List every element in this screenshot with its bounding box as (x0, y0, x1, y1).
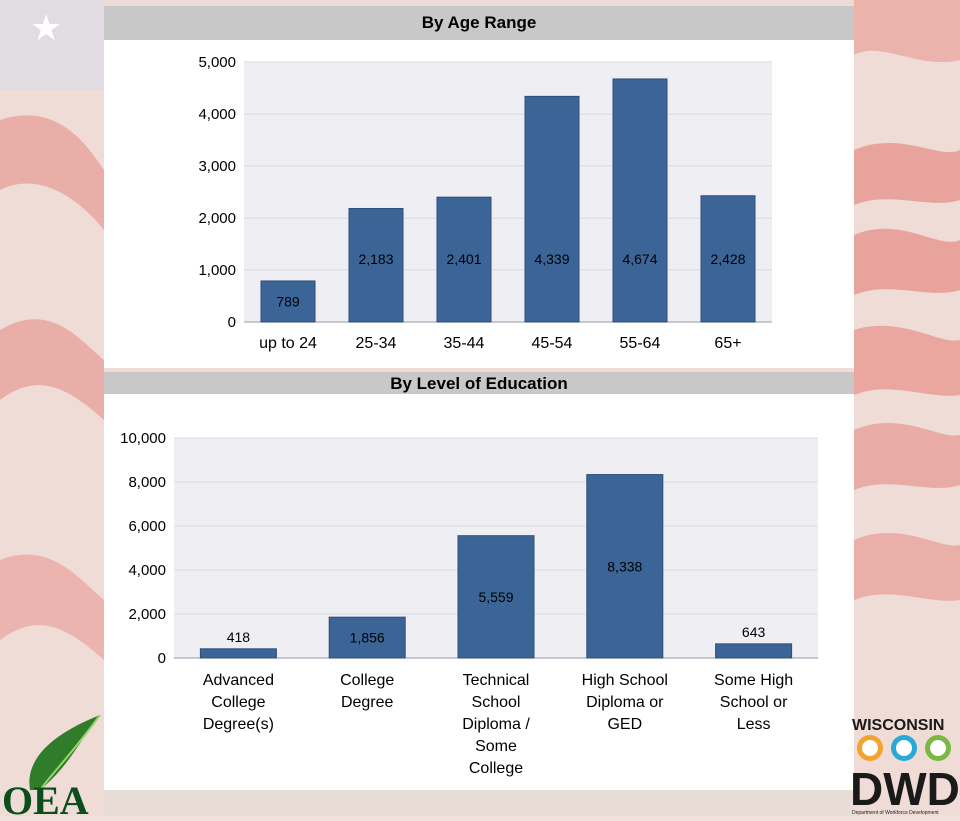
svg-text:★: ★ (30, 8, 62, 49)
x-category-label: Degree (341, 694, 394, 711)
education-chart-title: By Level of Education (104, 372, 854, 394)
y-tick-label: 6,000 (128, 518, 166, 535)
bar-value-label: 4,674 (622, 251, 657, 267)
bar (260, 280, 316, 323)
y-tick-label: 8,000 (128, 474, 166, 491)
bar (457, 535, 535, 659)
dwd-logo-graphic: WISCONSIN DWD Department of Workforce De… (850, 717, 960, 816)
bar (328, 616, 406, 659)
x-category-label: College (340, 672, 394, 689)
age-range-chart-panel: By Age Range 0 1,000 2,000 3,000 4,000 5,000 7… (104, 6, 854, 368)
x-category-label: Technical (463, 672, 530, 689)
bar (199, 648, 277, 659)
y-tick-label: 5,000 (198, 54, 236, 71)
wisconsin-dwd-logo: WISCONSIN DWD Department of Workforce De… (848, 708, 960, 821)
dwd-logo-sub-text: Department of Workforce Development (852, 810, 939, 816)
x-category-label: College (211, 694, 265, 711)
x-category-label: Diploma or (586, 694, 664, 711)
y-tick-label: 2,000 (128, 606, 166, 623)
education-chart-panel: By Level of Education 0 2,000 4,000 6,000 8,… (104, 372, 854, 790)
bar (700, 195, 756, 323)
x-category-label: Diploma / (462, 716, 530, 733)
x-category-label: School (472, 694, 521, 711)
plot-area (244, 62, 772, 322)
x-category-label: Advanced (203, 672, 274, 689)
age-range-chart-title: By Age Range (104, 6, 854, 40)
x-category-label: High School (582, 672, 668, 689)
x-category-label: 45-54 (532, 335, 573, 352)
bar-value-label: 5,559 (478, 589, 513, 605)
bar (436, 196, 492, 323)
y-tick-label: 10,000 (120, 430, 166, 447)
x-category-label: Less (737, 716, 771, 733)
x-category-label: School or (720, 694, 788, 711)
bar-value-label: 418 (227, 629, 251, 645)
bar-value-label: 2,183 (358, 251, 393, 267)
dwd-logo-main-text: DWD (850, 763, 960, 815)
bar (612, 78, 668, 323)
x-category-label: up to 24 (259, 335, 317, 352)
x-category-label: Some (475, 738, 517, 755)
oea-logo: OEA (0, 710, 104, 821)
bar (715, 643, 793, 659)
bar-value-label: 789 (276, 293, 300, 309)
education-bar-chart: 0 2,000 4,000 6,000 8,000 10,000 418 Advanced Co… (120, 430, 818, 777)
bar-value-label: 2,401 (446, 251, 481, 267)
x-category-label: GED (607, 716, 642, 733)
bar-value-label: 643 (742, 624, 766, 640)
bar (586, 474, 664, 659)
bar-value-label: 1,856 (350, 630, 385, 646)
x-category-label: 55-64 (620, 335, 661, 352)
x-category-label: Degree(s) (203, 716, 274, 733)
x-category-label: 65+ (714, 335, 741, 352)
bar (348, 207, 404, 323)
x-category-label: Some High (714, 672, 793, 689)
dwd-logo-top-text: WISCONSIN (852, 717, 944, 734)
y-tick-label: 2,000 (198, 210, 236, 227)
age-range-bar-chart: 0 1,000 2,000 3,000 4,000 5,000 789 up to 24 2,1… (198, 54, 772, 352)
bar-value-label: 2,428 (710, 251, 745, 267)
y-tick-label: 4,000 (198, 106, 236, 123)
y-tick-label: 1,000 (198, 262, 236, 279)
x-category-label: College (469, 760, 523, 777)
oea-leaf-icon: OEA (2, 714, 101, 821)
y-tick-label: 0 (228, 314, 236, 331)
x-category-label: 35-44 (444, 335, 485, 352)
bar-value-label: 8,338 (607, 558, 642, 574)
x-category-label: 25-34 (356, 335, 397, 352)
y-tick-label: 4,000 (128, 562, 166, 579)
bar-value-label: 4,339 (534, 251, 569, 267)
y-tick-label: 3,000 (198, 158, 236, 175)
oea-logo-text: OEA (2, 778, 89, 816)
y-tick-label: 0 (158, 650, 166, 667)
bar (524, 95, 580, 323)
